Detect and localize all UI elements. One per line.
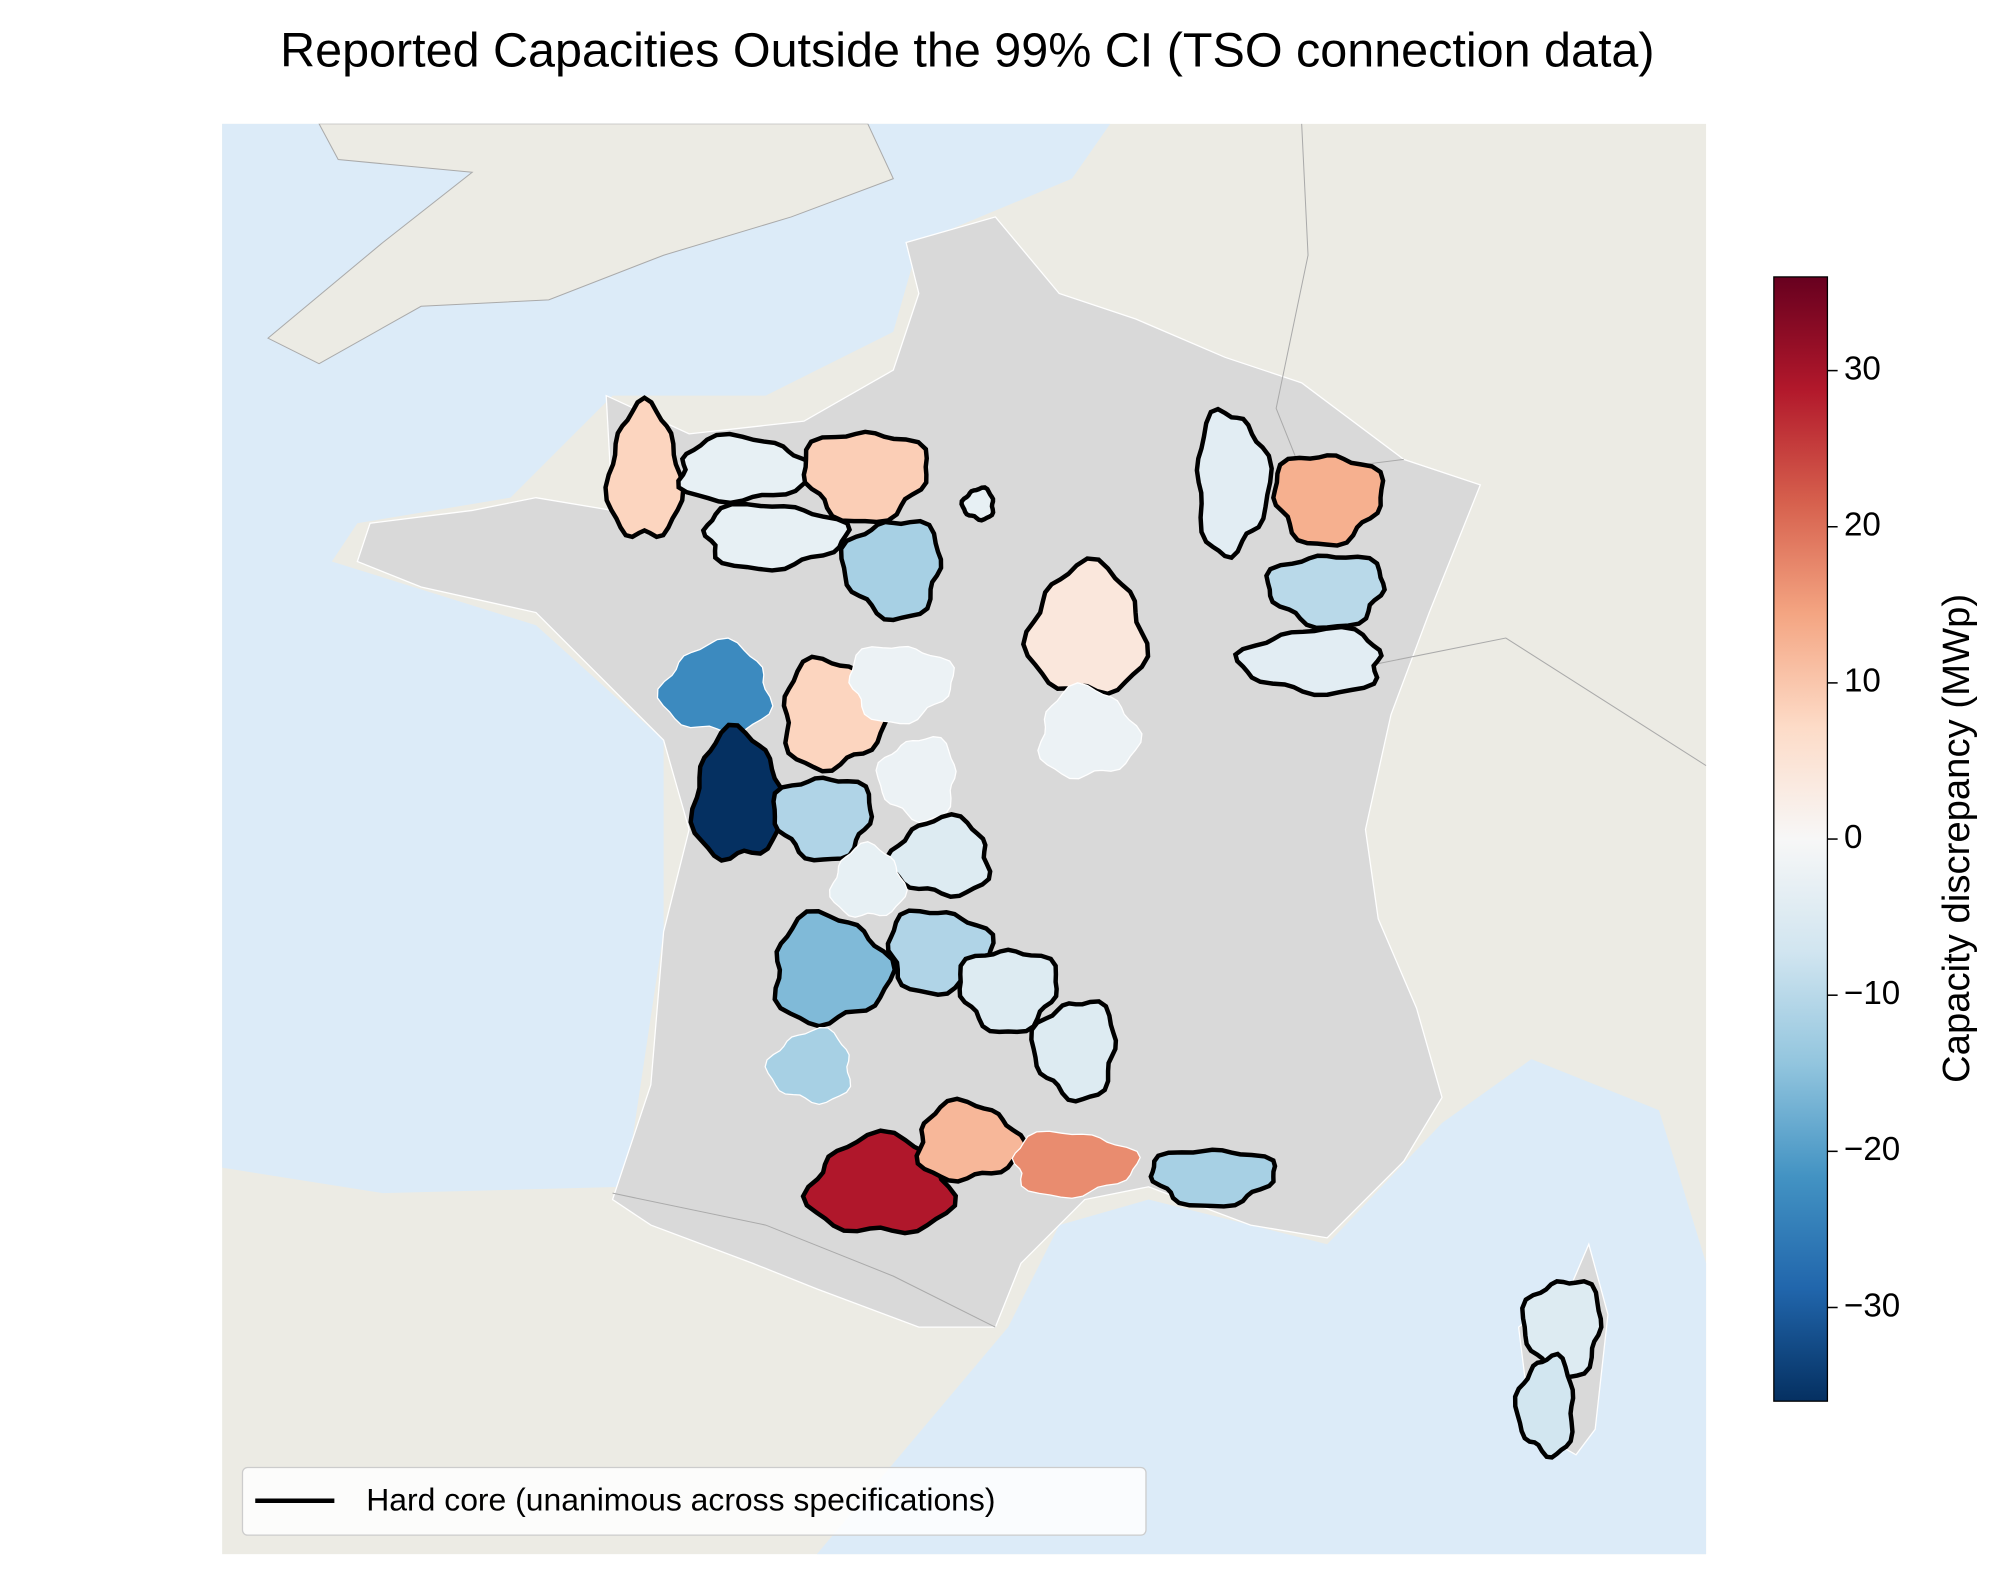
- region: [914, 1096, 1028, 1184]
- region: [1037, 682, 1143, 780]
- colorbar-tick-label: 30: [1844, 350, 1881, 387]
- legend-label: Hard core (unanimous across specificatio…: [366, 1481, 995, 1517]
- region: [828, 841, 908, 918]
- colorbar-tick-label: 0: [1844, 819, 1862, 856]
- region: [1194, 406, 1274, 561]
- borders: [612, 1192, 996, 1328]
- region: [1232, 624, 1384, 698]
- region: [1520, 1279, 1604, 1382]
- region: [1264, 553, 1387, 631]
- region: [1271, 453, 1386, 548]
- region: [676, 431, 821, 506]
- basemap: [222, 123, 1707, 1555]
- borders: [1378, 637, 1707, 767]
- colorbar-tick-label: 10: [1844, 663, 1881, 700]
- atlantic: [222, 123, 1111, 1194]
- colorbar-tick-label: 20: [1844, 507, 1881, 544]
- colorbar-label: Capacity discrepancy (MWp): [1935, 594, 1978, 1083]
- region: [1512, 1351, 1576, 1460]
- colorbar-tick-label: −10: [1844, 975, 1900, 1012]
- region: [688, 722, 790, 863]
- legend: [241, 1466, 1147, 1536]
- region: [764, 1027, 852, 1106]
- region: [838, 518, 944, 623]
- regions: [603, 395, 1604, 1460]
- title: Reported Capacities Outside the 99% CI (…: [280, 23, 1654, 77]
- colorbar-tick-label: −30: [1844, 1287, 1900, 1324]
- colorbar-tick-label: −20: [1844, 1131, 1900, 1168]
- britain: [267, 123, 895, 365]
- region: [1148, 1147, 1278, 1209]
- region: [603, 395, 686, 540]
- region: [801, 429, 929, 525]
- region: [772, 909, 898, 1029]
- colorbar: [1773, 276, 1829, 1402]
- region: [700, 501, 853, 573]
- region: [1021, 556, 1151, 697]
- colorbar-ticks: −30 −20 −10 0 10 20 30: [1827, 350, 1900, 1324]
- region: [1029, 999, 1119, 1104]
- mediterranean: [816, 1059, 1707, 1555]
- region: [848, 645, 955, 725]
- region: [959, 485, 996, 523]
- region: [1011, 1130, 1141, 1199]
